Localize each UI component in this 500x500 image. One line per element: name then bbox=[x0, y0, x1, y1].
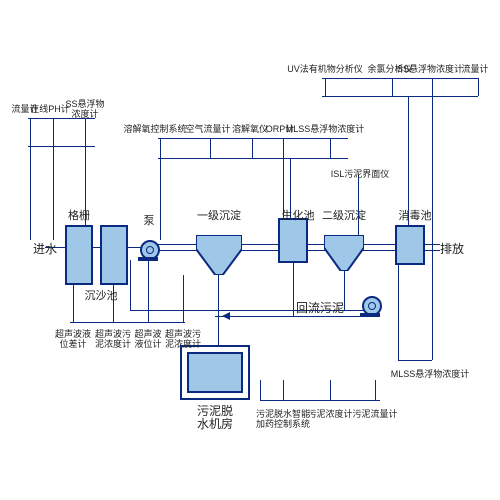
flow-line bbox=[160, 138, 161, 240]
flow-line bbox=[93, 247, 100, 248]
sensor-top: SS悬浮物浓度计 bbox=[397, 65, 463, 75]
flow-line bbox=[70, 322, 185, 323]
sensor-top: 空气流量计 bbox=[185, 125, 230, 135]
flow-line bbox=[210, 138, 211, 158]
unit-prim bbox=[196, 235, 242, 275]
flow-line bbox=[330, 380, 331, 400]
flow-line bbox=[432, 78, 433, 360]
flow-line bbox=[158, 158, 348, 159]
sensor-bottom: 超声波液位计 bbox=[134, 330, 161, 350]
flow-in: 进水 bbox=[33, 243, 57, 256]
sensor-top: 溶解氧仪 bbox=[232, 125, 268, 135]
sensor-bottom: 超声波污泥浓度计 bbox=[95, 330, 131, 350]
flow-line bbox=[398, 360, 432, 361]
flow-line bbox=[478, 78, 479, 96]
flow-line bbox=[130, 260, 131, 310]
sensor-bottom: 超声波液位差计 bbox=[55, 330, 91, 350]
flow-line bbox=[398, 250, 399, 360]
sensor-top: 流量计 bbox=[461, 65, 488, 75]
flow-line bbox=[293, 263, 294, 316]
unit-label-grid: 格栅 bbox=[68, 210, 90, 222]
unit-label-grit: 沉沙池 bbox=[85, 290, 118, 302]
sensor-bottom: MLSS悬浮物浓度计 bbox=[391, 370, 470, 380]
wastewater-process-diagram: 格栅沉沙池 一级沉淀 生化池二级沉淀 消毒池 泵进水 排放回流污泥污泥脱水机房 流量计在线P… bbox=[0, 0, 500, 500]
pump bbox=[362, 296, 380, 314]
flow-out: 排放 bbox=[440, 243, 464, 256]
unit-label-dis: 消毒池 bbox=[399, 210, 432, 222]
pump-label: 泵 bbox=[144, 215, 155, 227]
sensor-top: MLSS悬浮物浓度计 bbox=[286, 125, 365, 135]
flow-line bbox=[392, 78, 393, 96]
flow-line bbox=[322, 96, 478, 97]
unit-grid bbox=[65, 225, 93, 285]
pump bbox=[140, 240, 158, 258]
flow-line bbox=[283, 380, 284, 400]
sensor-bottom: 污泥脱水智能加药控制系统 bbox=[256, 410, 310, 430]
flow-line bbox=[358, 175, 359, 240]
unit-label-sec: 二级沉淀 bbox=[322, 210, 366, 222]
flow-line bbox=[158, 138, 348, 139]
unit-label-bio: 生化池 bbox=[282, 210, 315, 222]
sensor-top: ISL污泥界面仪 bbox=[331, 170, 390, 180]
unit-dew_inner bbox=[187, 352, 243, 393]
arrow-icon bbox=[222, 312, 230, 320]
flow-line bbox=[375, 380, 376, 400]
flow-line bbox=[218, 275, 219, 345]
sensor-top: 在线PH计 bbox=[30, 105, 70, 115]
flow-line bbox=[260, 380, 261, 400]
flow-line bbox=[148, 260, 149, 322]
unit-sec bbox=[324, 235, 364, 271]
sensor-bottom: 污泥流量计 bbox=[352, 410, 397, 420]
flow-line bbox=[30, 118, 31, 240]
sensor-top: UV法有机物分析仪 bbox=[287, 65, 363, 75]
unit-bio bbox=[278, 218, 308, 263]
flow-dew: 污泥脱水机房 bbox=[197, 405, 233, 431]
sensor-bottom: 超声波污泥浓度计 bbox=[165, 330, 201, 350]
unit-dis bbox=[395, 225, 425, 265]
flow-ras: 回流污泥 bbox=[296, 302, 344, 315]
flow-line bbox=[252, 138, 253, 158]
flow-line bbox=[330, 138, 331, 158]
unit-label-prim: 一级沉淀 bbox=[197, 210, 241, 222]
flow-line bbox=[260, 400, 380, 401]
flow-line bbox=[73, 285, 74, 322]
unit-grit bbox=[100, 225, 128, 285]
sensor-top: 溶解氧控制系统 bbox=[123, 125, 186, 135]
sensor-top: SS悬浮物浓度计 bbox=[65, 100, 104, 120]
flow-line bbox=[322, 78, 478, 79]
flow-line bbox=[53, 118, 54, 240]
flow-line bbox=[325, 78, 326, 96]
sensor-bottom: 污泥浓度计 bbox=[307, 410, 352, 420]
flow-line bbox=[183, 275, 184, 322]
